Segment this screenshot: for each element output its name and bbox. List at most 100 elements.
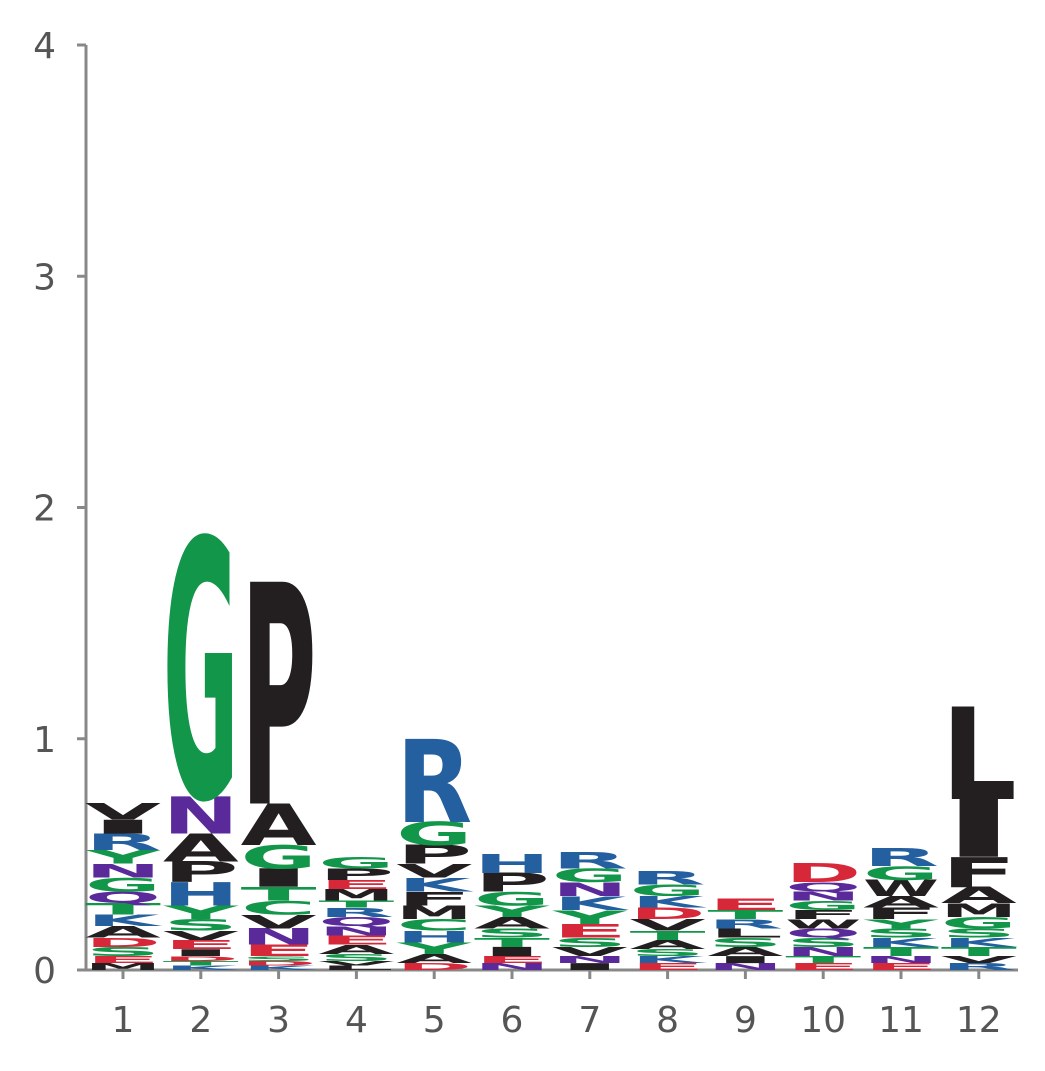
logo-letter-R: R bbox=[318, 905, 394, 920]
logo-letter-E: E bbox=[552, 920, 628, 942]
logo-letter-R: R bbox=[630, 867, 706, 889]
x-tick-label: 12 bbox=[956, 1000, 1002, 1041]
logo-letter-A: A bbox=[318, 942, 394, 957]
logo-letter-K: K bbox=[398, 874, 474, 896]
logo-letter-R: R bbox=[707, 917, 783, 932]
logo-letter-L: L bbox=[318, 964, 394, 971]
logo-letter-K: K bbox=[942, 935, 1018, 950]
logo-letter-C: C bbox=[396, 916, 472, 934]
logo-letter-K: K bbox=[631, 954, 707, 965]
logo-letter-G: G bbox=[163, 468, 239, 881]
logo-letter-E: E bbox=[163, 938, 239, 953]
x-tick-label: 7 bbox=[578, 1000, 601, 1041]
logo-letter-N: N bbox=[163, 787, 239, 846]
x-tick-label: 6 bbox=[501, 1000, 524, 1041]
logo-letter-T: T bbox=[474, 935, 550, 950]
logo-letter-K: K bbox=[553, 892, 629, 914]
logo-letter-N: N bbox=[474, 961, 550, 972]
logo-letter-L: L bbox=[707, 926, 783, 941]
logo-letter-N: N bbox=[85, 860, 161, 882]
logo-letter-A: A bbox=[474, 914, 551, 932]
logo-letter-T: T bbox=[630, 928, 706, 943]
logo-letter-Q: Q bbox=[785, 880, 861, 895]
logo-letter-S: S bbox=[941, 926, 1017, 941]
logo-letter-Y: Y bbox=[474, 902, 551, 920]
logo-letter-Q: Q bbox=[785, 926, 861, 941]
x-tick-label: 10 bbox=[800, 1000, 846, 1041]
logo-letter-Q: Q bbox=[318, 915, 394, 930]
logo-letter-W: W bbox=[785, 917, 861, 932]
logo-letter-R: R bbox=[552, 848, 628, 874]
x-tick-label: 9 bbox=[734, 1000, 757, 1041]
x-tick-label: 1 bbox=[112, 1000, 135, 1041]
logo-letter-L: L bbox=[941, 682, 1017, 829]
logo-letter-K: K bbox=[865, 935, 941, 950]
logo-letter-R: R bbox=[941, 961, 1017, 972]
logo-letter-P: P bbox=[241, 521, 317, 876]
logo-letter-E: E bbox=[318, 933, 394, 948]
logo-letter-K: K bbox=[87, 911, 164, 929]
logo-letter-D: D bbox=[396, 961, 472, 972]
logo-letter-T: T bbox=[241, 883, 318, 905]
logo-letter-F: F bbox=[863, 904, 939, 923]
logo-letter-D: D bbox=[630, 905, 706, 923]
letter-stacks: MESDAKTQGNYRIVKTDIEVSYHPANGKDSENVCTIGAPL… bbox=[85, 468, 1018, 972]
logo-letter-A: A bbox=[941, 882, 1017, 908]
logo-letter-N: N bbox=[785, 945, 861, 960]
logo-letter-H: H bbox=[474, 849, 550, 879]
logo-letter-S: S bbox=[474, 926, 550, 941]
y-tick-label: 1 bbox=[33, 720, 56, 761]
logo-letter-V: V bbox=[85, 799, 161, 825]
logo-letter-E: E bbox=[474, 954, 550, 965]
logo-letter-G: G bbox=[318, 853, 394, 872]
logo-letter-N: N bbox=[552, 954, 628, 965]
logo-letter-Y: Y bbox=[396, 939, 473, 957]
logo-letter-S: S bbox=[630, 947, 706, 958]
y-tick-label: 4 bbox=[33, 26, 56, 67]
logo-letter-A: A bbox=[163, 826, 239, 870]
logo-letter-N: N bbox=[552, 879, 628, 901]
logo-letter-V: V bbox=[318, 960, 394, 967]
logo-letter-V: V bbox=[163, 928, 239, 943]
logo-letter-I: I bbox=[163, 947, 239, 958]
logo-letter-Y: Y bbox=[85, 846, 161, 868]
logo-letter-D: D bbox=[785, 859, 861, 888]
logo-letter-A: A bbox=[863, 893, 940, 911]
logo-letter-V: V bbox=[630, 916, 707, 934]
logo-letter-G: G bbox=[941, 914, 1017, 933]
logo-letter-F: F bbox=[941, 848, 1017, 896]
logo-letter-E: E bbox=[318, 877, 394, 892]
logo-letter-T: T bbox=[863, 944, 939, 959]
logo-letter-D: D bbox=[163, 955, 239, 962]
logo-letter-E: E bbox=[707, 895, 783, 914]
logo-letter-V: V bbox=[552, 944, 628, 959]
y-axis: 0 1 2 3 4 bbox=[33, 26, 88, 992]
logo-letter-V: V bbox=[241, 911, 317, 933]
logo-letter-I: I bbox=[552, 961, 628, 972]
x-tick-label: 5 bbox=[423, 1000, 446, 1041]
x-axis: 1 2 3 4 5 6 7 8 9 10 11 12 bbox=[86, 968, 1018, 1041]
logo-letter-G: G bbox=[785, 898, 861, 913]
y-tick-label: 3 bbox=[33, 257, 56, 298]
logo-letter-A: A bbox=[396, 951, 472, 966]
logo-letter-E: E bbox=[863, 961, 939, 972]
logo-letter-P: P bbox=[396, 840, 472, 870]
x-tick-label: 3 bbox=[267, 1000, 290, 1041]
logo-letter-S: S bbox=[163, 916, 239, 934]
logo-letter-D: D bbox=[85, 935, 161, 950]
logo-letter-F: F bbox=[396, 888, 472, 910]
logo-letter-G: G bbox=[474, 888, 550, 910]
logo-letter-N: N bbox=[318, 924, 394, 939]
logo-letter-E: E bbox=[785, 961, 861, 972]
logo-letter-P: P bbox=[474, 868, 550, 898]
logo-letter-R: R bbox=[85, 829, 161, 855]
logo-letter-T: T bbox=[941, 944, 1017, 959]
logo-letter-T: T bbox=[707, 907, 783, 922]
